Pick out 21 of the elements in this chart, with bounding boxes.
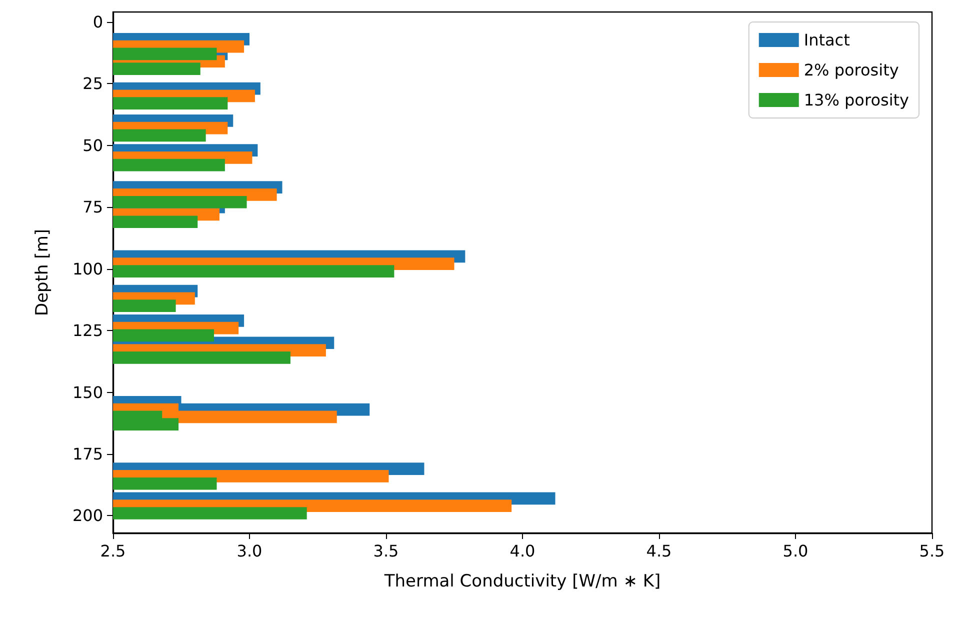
x-tick-label: 4.5 bbox=[646, 542, 672, 560]
y-tick-label: 25 bbox=[82, 74, 103, 94]
legend-label: 2% porosity bbox=[804, 60, 899, 80]
x-tick-label: 2.5 bbox=[100, 542, 126, 560]
legend-label: 13% porosity bbox=[804, 90, 910, 110]
x-tick-label: 3.5 bbox=[373, 542, 399, 560]
x-axis-title: Thermal Conductivity [W/m ∗ K] bbox=[383, 572, 661, 592]
y-tick-label: 200 bbox=[72, 506, 103, 526]
y-tick-label: 125 bbox=[72, 321, 103, 340]
y-axis-title: Depth [m] bbox=[32, 228, 52, 316]
y-tick-label: 50 bbox=[82, 136, 103, 155]
legend-label: Intact bbox=[804, 30, 850, 50]
y-tick-label: 0 bbox=[92, 12, 103, 32]
x-tick-label: 5.0 bbox=[782, 542, 808, 560]
x-tick-label: 5.5 bbox=[919, 542, 945, 560]
x-tick-label: 4.0 bbox=[510, 542, 536, 560]
x-tick-label: 3.0 bbox=[236, 542, 262, 560]
y-tick-label: 150 bbox=[72, 382, 103, 402]
y-tick-label: 100 bbox=[72, 259, 103, 278]
y-tick-label: 175 bbox=[72, 444, 103, 464]
y-tick-label: 75 bbox=[82, 198, 103, 217]
